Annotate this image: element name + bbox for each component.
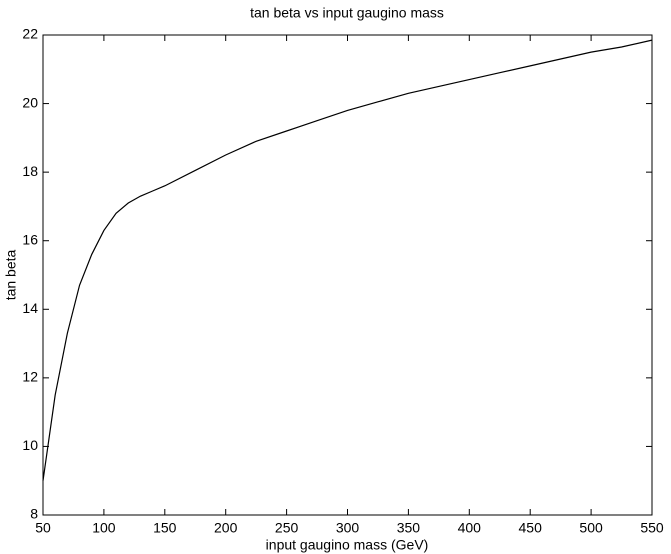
x-tick-label: 400 (458, 520, 482, 536)
x-tick-label: 550 (640, 520, 664, 536)
y-tick-label: 20 (22, 94, 38, 110)
x-tick-label: 350 (397, 520, 421, 536)
x-tick-label: 450 (519, 520, 543, 536)
y-tick-label: 22 (22, 26, 38, 42)
x-axis-label: input gaugino mass (GeV) (266, 537, 429, 553)
y-tick-label: 16 (22, 231, 38, 247)
x-tick-label: 250 (275, 520, 299, 536)
x-tick-label: 150 (153, 520, 177, 536)
y-axis-label: tan beta (3, 249, 19, 300)
y-tick-label: 14 (22, 300, 38, 316)
x-tick-label: 100 (92, 520, 116, 536)
x-tick-label: 300 (336, 520, 360, 536)
y-tick-label: 18 (22, 163, 38, 179)
y-tick-label: 12 (22, 369, 38, 385)
x-tick-label: 200 (214, 520, 238, 536)
chart-title: tan beta vs input gaugino mass (250, 5, 444, 21)
y-tick-label: 10 (22, 437, 38, 453)
data-line (42, 39, 653, 481)
x-tick-label: 50 (35, 520, 51, 536)
y-tick-label: 8 (30, 506, 38, 522)
x-tick-label: 500 (579, 520, 603, 536)
